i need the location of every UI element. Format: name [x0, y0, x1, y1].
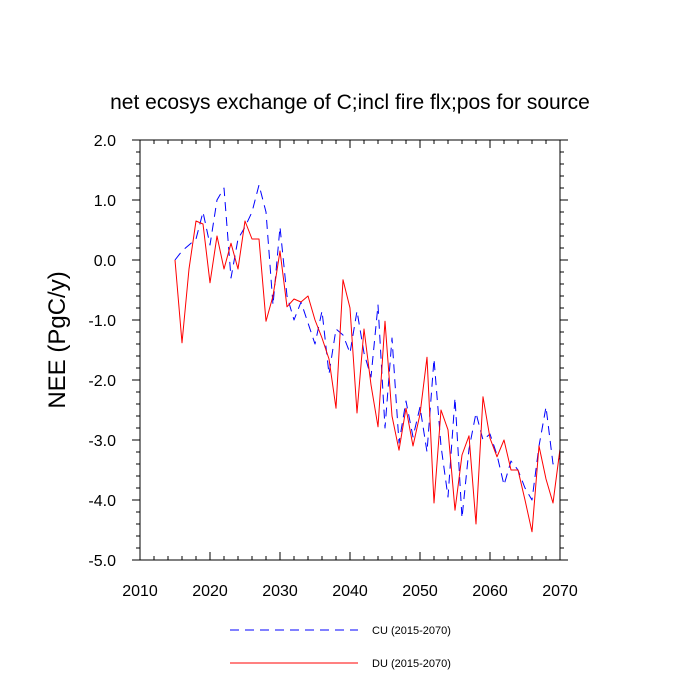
y-tick-label: -4.0	[88, 493, 116, 510]
y-tick-label: -2.0	[88, 373, 116, 390]
x-tick-label: 2040	[332, 583, 368, 600]
legend: CU (2015-2070) DU (2015-2070)	[230, 625, 451, 670]
x-tick-label: 2030	[262, 583, 298, 600]
y-axis-label: NEE (PgC/y)	[44, 271, 71, 408]
plot-frame	[139, 139, 561, 561]
series-line-cu	[174, 184, 561, 519]
legend-label-du: DU (2015-2070)	[372, 658, 451, 670]
x-tick-label: 2050	[402, 583, 438, 600]
y-tick-label: -3.0	[88, 433, 116, 450]
y-tick-label: -1.0	[88, 313, 116, 330]
y-tick-label: 2.0	[94, 133, 116, 150]
x-tick-label: 2010	[122, 583, 158, 600]
y-tick-label: 1.0	[94, 193, 116, 210]
x-tick-label: 2070	[542, 583, 578, 600]
tick-labels: 2010 2020 2030 2040 2050 2060 2070 -5.0 -4.0 -3.0…	[88, 133, 577, 600]
series-lines	[174, 184, 561, 533]
x-tick-label: 2060	[472, 583, 508, 600]
legend-label-cu: CU (2015-2070)	[372, 625, 451, 637]
chart-title: net ecosys exchange of C;incl fire flx;p…	[110, 91, 590, 114]
y-tick-label: 0.0	[94, 253, 116, 270]
x-tick-label: 2020	[192, 583, 228, 600]
series-line-du	[174, 220, 561, 533]
y-tick-label: -5.0	[88, 553, 116, 570]
